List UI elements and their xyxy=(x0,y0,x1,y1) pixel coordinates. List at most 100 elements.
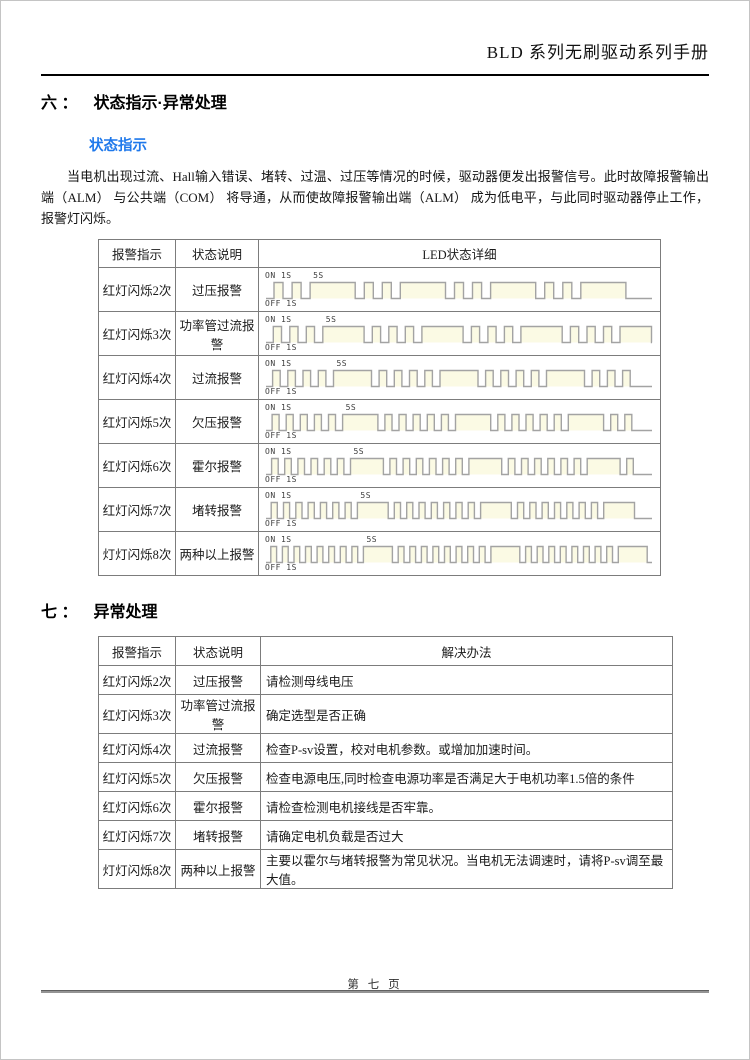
waveform-pause-label: 5S xyxy=(366,535,378,544)
section-six-title: 状态指示·异常处理 xyxy=(93,95,227,112)
alarm-indicator-cell: 红灯闪烁3次 xyxy=(98,311,176,356)
alarm-indicator-cell: 灯灯闪烁8次 xyxy=(98,531,176,576)
status-desc-cell: 过流报警 xyxy=(175,733,261,763)
header-divider xyxy=(41,74,709,76)
led-col-header-indicator: 报警指示 xyxy=(98,239,176,268)
status-paragraph: 当电机出现过流、Hall输入错误、堵转、过温、过压等情况的时候，驱动器便发出报警… xyxy=(41,169,709,226)
led-waveform xyxy=(266,325,653,344)
led-table-header-row: 报警指示 状态说明 LED状态详细 xyxy=(98,239,661,268)
solution-cell: 请检测母线电压 xyxy=(260,665,673,695)
status-desc-cell: 过流报警 xyxy=(175,355,259,400)
waveform-pause-label: 5S xyxy=(360,491,372,500)
status-indication-subheading: 状态指示 xyxy=(89,138,147,154)
section-six-number: 六 ： xyxy=(41,95,78,112)
led-waveform xyxy=(266,281,652,300)
alarm-indicator-cell: 红灯闪烁6次 xyxy=(98,791,176,821)
waveform-off-label: OFF 1S xyxy=(265,519,297,528)
waveform-on-label: ON 1S xyxy=(265,271,292,280)
solution-col-header-solution: 解决办法 xyxy=(260,636,673,666)
status-desc-cell: 过压报警 xyxy=(175,665,261,695)
solution-cell: 请确定电机负载是否过大 xyxy=(260,820,673,850)
led-waveform-cell: ON 1S 5S OFF 1S xyxy=(258,531,661,576)
status-desc-cell: 两种以上报警 xyxy=(175,531,259,576)
alarm-indicator-cell: 红灯闪烁5次 xyxy=(98,762,176,792)
alarm-indicator-cell: 红灯闪烁6次 xyxy=(98,443,176,488)
status-desc-cell: 欠压报警 xyxy=(175,762,261,792)
status-desc-cell: 两种以上报警 xyxy=(175,849,261,889)
led-waveform-cell: ON 1S 5S OFF 1S xyxy=(258,311,661,356)
led-waveform xyxy=(266,545,652,564)
waveform-on-label: ON 1S xyxy=(265,535,292,544)
solution-col-header-status: 状态说明 xyxy=(175,636,261,666)
led-waveform-cell: ON 1S 5S OFF 1S xyxy=(258,267,661,312)
solution-table-row: 灯灯闪烁8次 两种以上报警 主要以霍尔与堵转报警为常见状况。当电机无法调速时，请… xyxy=(98,849,673,889)
solution-table-row: 红灯闪烁7次 堵转报警 请确定电机负载是否过大 xyxy=(98,820,673,850)
solution-table-row: 红灯闪烁2次 过压报警 请检测母线电压 xyxy=(98,665,673,695)
alarm-indicator-cell: 红灯闪烁2次 xyxy=(98,267,176,312)
alarm-indicator-cell: 灯灯闪烁8次 xyxy=(98,849,176,889)
status-desc-cell: 功率管过流报警 xyxy=(175,694,261,734)
page-number: 第 七 页 xyxy=(347,979,403,991)
led-col-header-status: 状态说明 xyxy=(175,239,259,268)
led-waveform-cell: ON 1S 5S OFF 1S xyxy=(258,399,661,444)
led-status-table: 报警指示 状态说明 LED状态详细 红灯闪烁2次 过压报警 ON 1S 5S O… xyxy=(98,239,661,576)
alarm-indicator-cell: 红灯闪烁4次 xyxy=(98,355,176,400)
page-footer: 第 七 页 xyxy=(41,975,709,997)
waveform-on-label: ON 1S xyxy=(265,315,292,324)
alarm-indicator-cell: 红灯闪烁3次 xyxy=(98,694,176,734)
waveform-pause-label: 5S xyxy=(336,359,348,368)
led-waveform-cell: ON 1S 5S OFF 1S xyxy=(258,443,661,488)
solution-cell: 主要以霍尔与堵转报警为常见状况。当电机无法调速时，请将P-sv调至最大值。 xyxy=(260,849,673,889)
led-waveform-cell: ON 1S 5S OFF 1S xyxy=(258,355,661,400)
waveform-on-label: ON 1S xyxy=(265,403,292,412)
led-col-header-detail: LED状态详细 xyxy=(258,239,661,268)
led-table-row: 红灯闪烁6次 霍尔报警 ON 1S 5S OFF 1S xyxy=(98,443,661,488)
solution-table-header-row: 报警指示 状态说明 解决办法 xyxy=(98,636,673,666)
waveform-off-label: OFF 1S xyxy=(265,387,297,396)
alarm-indicator-cell: 红灯闪烁2次 xyxy=(98,665,176,695)
waveform-off-label: OFF 1S xyxy=(265,563,297,572)
led-table-row: 灯灯闪烁8次 两种以上报警 ON 1S 5S OFF 1S xyxy=(98,531,661,576)
waveform-off-label: OFF 1S xyxy=(265,431,297,440)
led-table-row: 红灯闪烁7次 堵转报警 ON 1S 5S OFF 1S xyxy=(98,487,661,532)
led-table-row: 红灯闪烁3次 功率管过流报警 ON 1S 5S OFF 1S xyxy=(98,311,661,356)
waveform-on-label: ON 1S xyxy=(265,359,292,368)
footer-divider xyxy=(41,990,709,993)
led-table-row: 红灯闪烁5次 欠压报警 ON 1S 5S OFF 1S xyxy=(98,399,661,444)
waveform-off-label: OFF 1S xyxy=(265,299,297,308)
section-seven-heading: 七 ： 异常处理 xyxy=(41,598,709,622)
waveform-on-label: ON 1S xyxy=(265,491,292,500)
waveform-off-label: OFF 1S xyxy=(265,475,297,484)
led-waveform xyxy=(266,413,652,432)
waveform-pause-label: 5S xyxy=(353,447,365,456)
status-desc-cell: 堵转报警 xyxy=(175,487,259,532)
solution-cell: 检查P-sv设置，校对电机参数。或增加加速时间。 xyxy=(260,733,673,763)
waveform-pause-label: 5S xyxy=(313,271,324,280)
status-desc-cell: 霍尔报警 xyxy=(175,443,259,488)
solution-table-row: 红灯闪烁5次 欠压报警 检查电源电压,同时检查电源功率是否满足大于电机功率1.5… xyxy=(98,762,673,792)
solution-table-row: 红灯闪烁3次 功率管过流报警 确定选型是否正确 xyxy=(98,694,673,734)
section-seven-number: 七 ： xyxy=(41,604,78,621)
alarm-indicator-cell: 红灯闪烁7次 xyxy=(98,487,176,532)
solution-cell: 请检查检测电机接线是否牢靠。 xyxy=(260,791,673,821)
status-desc-cell: 欠压报警 xyxy=(175,399,259,444)
solution-table-row: 红灯闪烁4次 过流报警 检查P-sv设置，校对电机参数。或增加加速时间。 xyxy=(98,733,673,763)
solution-table-row: 红灯闪烁6次 霍尔报警 请检查检测电机接线是否牢靠。 xyxy=(98,791,673,821)
led-table-row: 红灯闪烁2次 过压报警 ON 1S 5S OFF 1S xyxy=(98,267,661,312)
alarm-indicator-cell: 红灯闪烁7次 xyxy=(98,820,176,850)
led-waveform-cell: ON 1S 5S OFF 1S xyxy=(258,487,661,532)
waveform-on-label: ON 1S xyxy=(265,447,292,456)
led-waveform xyxy=(266,457,652,476)
solution-table: 报警指示 状态说明 解决办法 红灯闪烁2次 过压报警 请检测母线电压 红灯闪烁3… xyxy=(98,636,673,889)
led-waveform xyxy=(266,369,652,388)
status-desc-cell: 过压报警 xyxy=(175,267,259,312)
led-waveform xyxy=(266,501,652,520)
status-desc-cell: 霍尔报警 xyxy=(175,791,261,821)
solution-cell: 确定选型是否正确 xyxy=(260,694,673,734)
waveform-pause-label: 5S xyxy=(325,315,337,324)
solution-col-header-indicator: 报警指示 xyxy=(98,636,176,666)
waveform-pause-label: 5S xyxy=(345,403,357,412)
status-desc-cell: 堵转报警 xyxy=(175,820,261,850)
section-seven-title: 异常处理 xyxy=(93,604,158,621)
